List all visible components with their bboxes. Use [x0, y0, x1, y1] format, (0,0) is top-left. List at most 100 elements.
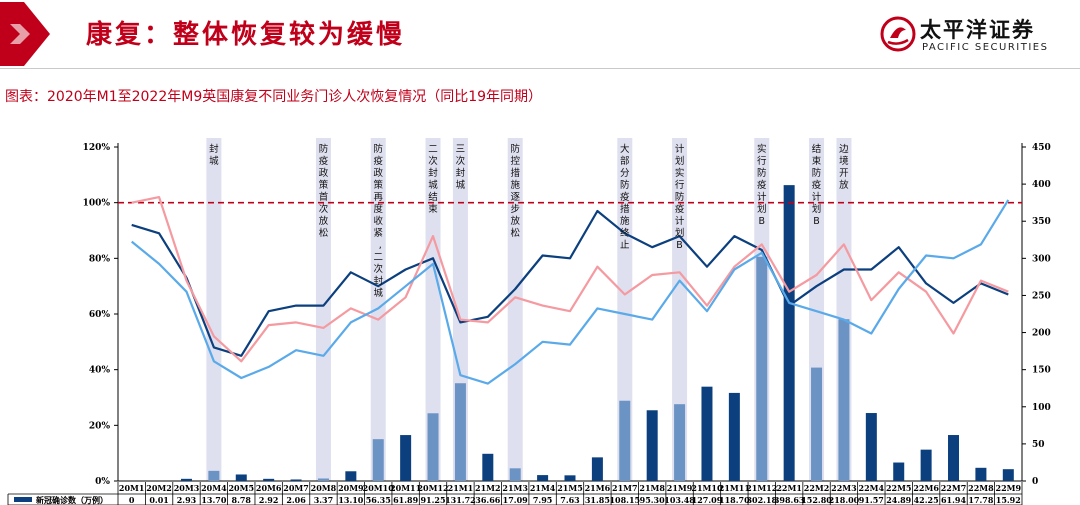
- annotation-char: 施: [620, 215, 630, 227]
- annotation-char: 划: [812, 203, 822, 215]
- bar-new-cases: [619, 400, 631, 481]
- table-value-cell: 3.37: [314, 495, 333, 505]
- table-value-cell: 152.80: [801, 495, 832, 505]
- annotation-char: 控: [510, 155, 520, 167]
- right-axis-tick-label: 350: [1032, 217, 1051, 227]
- annotation-char: 城: [209, 156, 219, 167]
- annotation-char: 城: [456, 180, 466, 191]
- table-value-cell: 7.63: [560, 495, 580, 505]
- x-axis-category-label: 22M6: [913, 483, 939, 493]
- bar-new-cases: [920, 449, 932, 481]
- bar-new-cases: [509, 468, 521, 481]
- left-axis-tick-label: 20%: [89, 421, 111, 431]
- annotation-char: 实: [757, 143, 767, 155]
- x-axis-category-label: 20M10: [363, 483, 395, 493]
- annotation-char: 终: [620, 227, 630, 239]
- right-axis-tick-label: 50: [1032, 440, 1045, 450]
- annotation-char: B: [813, 216, 820, 227]
- bar-new-cases: [591, 457, 603, 481]
- table-value-cell: 42.25: [914, 495, 939, 505]
- annotation-char: 城: [373, 288, 383, 299]
- x-axis-category-label: 20M1: [119, 483, 145, 493]
- x-axis-category-label: 21M1: [448, 483, 474, 493]
- right-axis-tick-label: 300: [1032, 254, 1051, 264]
- table-value-cell: 103.48: [664, 495, 695, 505]
- bar-new-cases: [893, 462, 905, 481]
- annotation-char: 疫: [675, 203, 685, 215]
- bar-new-cases: [208, 470, 220, 481]
- annotation-char: 划: [675, 227, 685, 239]
- left-axis-tick-label: 120%: [83, 143, 111, 153]
- bar-new-cases: [372, 439, 384, 481]
- bar-new-cases: [400, 435, 412, 481]
- annotation-char: 束: [812, 156, 822, 167]
- right-axis-tick-label: 400: [1032, 180, 1051, 190]
- annotation-char: 开: [839, 168, 849, 179]
- x-axis-category-label: 21M2: [475, 483, 501, 493]
- x-axis-category-label: 21M5: [557, 483, 583, 493]
- bar-new-cases: [564, 475, 576, 481]
- table-value-cell: 0: [129, 495, 135, 505]
- table-value-cell: 13.10: [338, 495, 363, 505]
- right-axis-tick-label: 0: [1032, 477, 1038, 487]
- annotation-char: 政: [319, 167, 329, 179]
- x-axis-category-label: 21M9: [667, 483, 693, 493]
- table-value-cell: 95.30: [640, 495, 665, 505]
- annotation-char: 策: [373, 179, 383, 191]
- table-value-cell: 61.89: [393, 495, 418, 505]
- x-axis-category-label: 20M11: [390, 483, 421, 493]
- annotation-char: 疫: [620, 191, 630, 203]
- series-line-1: [131, 209, 1009, 357]
- annotation-char: 首: [319, 191, 329, 203]
- annotation-char: 放: [510, 215, 520, 227]
- table-value-cell: 118.70: [719, 495, 750, 505]
- annotation-char: ,: [379, 240, 382, 251]
- series-line-3: [131, 199, 1010, 385]
- bar-new-cases: [290, 479, 302, 481]
- annotation-char: 束: [428, 204, 438, 215]
- x-axis-category-label: 22M4: [859, 483, 885, 493]
- annotation-char: 防: [675, 191, 685, 203]
- table-value-cell: 56.35: [366, 495, 391, 505]
- table-value-cell: 91.25: [420, 495, 445, 505]
- bar-new-cases: [701, 386, 713, 481]
- annotation-char: 次: [319, 203, 329, 215]
- annotation-char: 二: [373, 252, 383, 263]
- bar-new-cases: [865, 413, 877, 481]
- bar-new-cases: [838, 319, 850, 481]
- annotation-char: 疫: [319, 155, 329, 167]
- page-title: 康复：整体恢复较为缓慢: [86, 20, 406, 50]
- x-axis-category-label: 20M4: [201, 483, 227, 493]
- x-axis-category-label: 20M9: [338, 483, 364, 493]
- legend-bar-swatch: [14, 497, 32, 502]
- annotation-char: 行: [757, 155, 767, 167]
- annotation-char: 大: [620, 143, 630, 155]
- annotation-char: 防: [757, 167, 767, 179]
- annotation-char: 境: [839, 155, 849, 167]
- left-axis-tick-label: 0%: [95, 477, 110, 487]
- x-axis-category-label: 21M11: [719, 483, 750, 493]
- annotation-char: 政: [373, 167, 383, 179]
- annotation-band: [507, 138, 523, 481]
- bar-new-cases: [783, 185, 795, 481]
- x-axis-category-label: 20M7: [283, 483, 309, 493]
- annotation-char: 松: [510, 227, 520, 239]
- annotation-char: 防: [620, 179, 630, 191]
- annotation-char: 计: [812, 191, 822, 203]
- red-chevron-logo: [0, 2, 50, 66]
- x-axis-category-label: 20M8: [311, 483, 337, 493]
- annotation-char: 划: [675, 155, 685, 167]
- annotation-char: 封: [209, 143, 219, 155]
- annotation-char: 疫: [812, 179, 822, 191]
- brand-name-cn: 太平洋证券: [920, 18, 1035, 42]
- table-value-cell: 2.92: [259, 495, 278, 505]
- table-value-cell: 36.66: [475, 495, 500, 505]
- annotation-char: 计: [675, 143, 685, 155]
- bar-new-cases: [948, 435, 960, 481]
- table-value-cell: 127.09: [692, 495, 723, 505]
- annotation-char: 防: [510, 143, 520, 155]
- annotation-char: 三: [456, 144, 466, 155]
- annotation-char: 封: [428, 167, 438, 179]
- x-axis-category-label: 22M1: [776, 483, 802, 493]
- table-value-cell: 91.57: [859, 495, 884, 505]
